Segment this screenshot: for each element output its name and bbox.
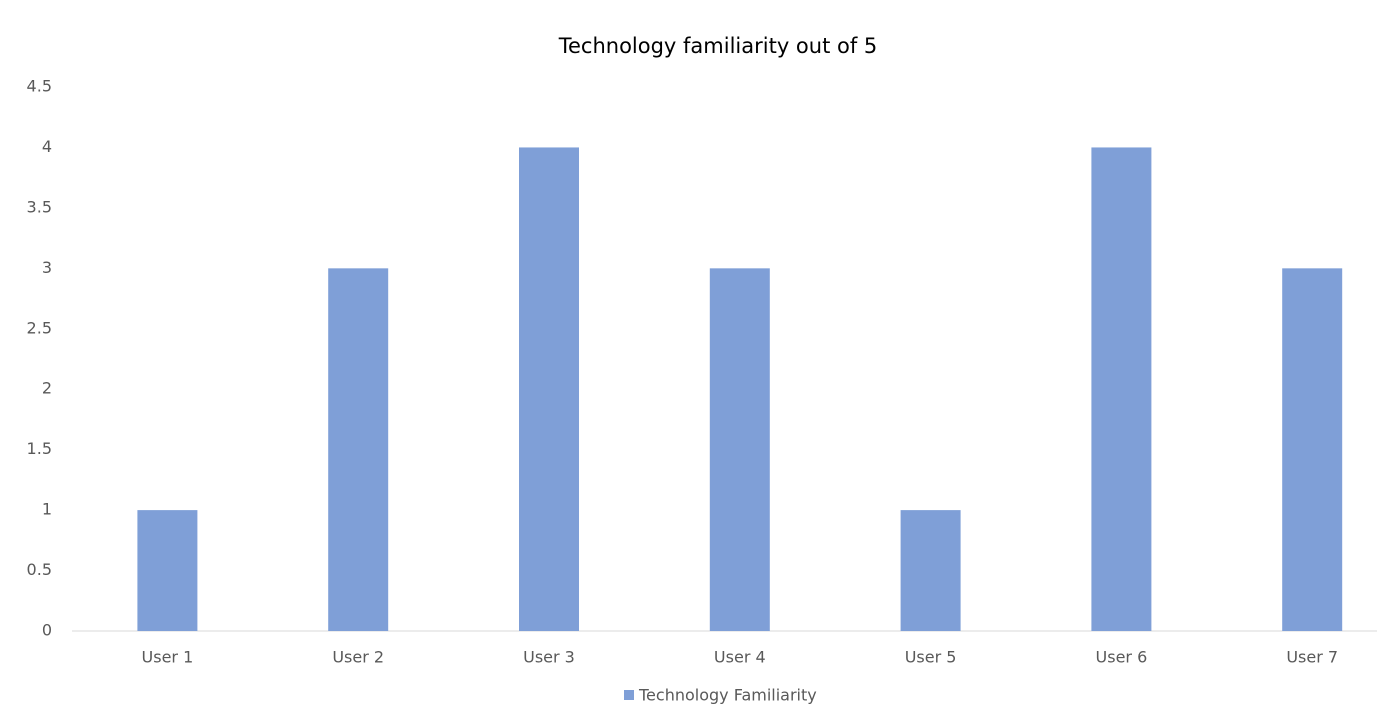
bar: [137, 510, 198, 631]
x-tick-label: User 1: [142, 648, 194, 667]
bar: [1282, 268, 1343, 631]
x-tick-label: User 2: [332, 648, 384, 667]
bar: [328, 268, 389, 631]
y-tick-label: 0: [42, 621, 52, 640]
x-tick-label: User 5: [905, 648, 957, 667]
y-tick-label: 1: [42, 500, 52, 519]
bar: [519, 147, 579, 631]
y-tick-label: 3.5: [27, 197, 52, 216]
y-tick-label: 4: [42, 137, 52, 156]
y-tick-label: 2: [42, 379, 52, 398]
bar: [1091, 147, 1152, 631]
bar: [709, 268, 770, 631]
y-tick-label: 4.5: [27, 77, 52, 96]
y-tick-label: 2.5: [27, 318, 52, 337]
chart-title: Technology familiarity out of 5: [558, 34, 878, 58]
x-tick-label: User 4: [714, 648, 766, 667]
x-tick-label: User 6: [1096, 648, 1148, 667]
y-tick-label: 1.5: [27, 439, 52, 458]
x-tick-label: User 7: [1286, 648, 1338, 667]
x-tick-label: User 3: [523, 648, 575, 667]
y-tick-label: 3: [42, 258, 52, 277]
legend-label: Technology Familiarity: [638, 686, 817, 705]
y-tick-label: 0.5: [27, 560, 52, 579]
bar: [900, 510, 961, 631]
legend-swatch: [624, 690, 634, 700]
